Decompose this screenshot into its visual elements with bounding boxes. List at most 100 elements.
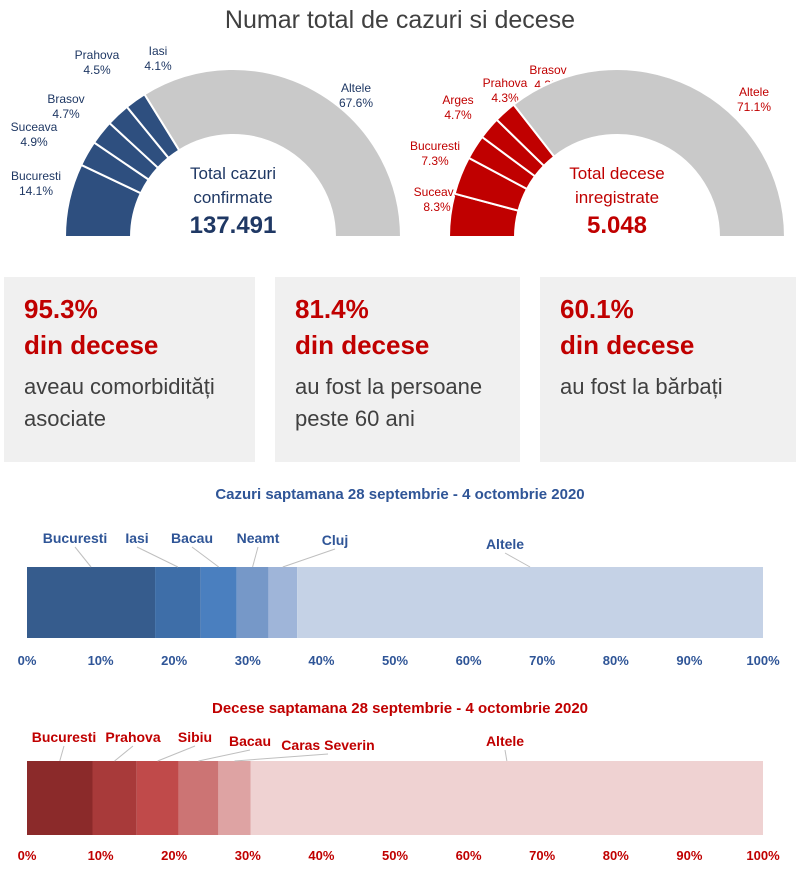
leader-line (198, 749, 251, 762)
slice-name-label: Arges (442, 93, 473, 107)
leader-line (252, 546, 259, 568)
slice-name-label: Altele (739, 85, 769, 99)
slice-value-label: 71.1% (737, 100, 771, 114)
slice-name-label: Bucuresti (410, 139, 460, 153)
slice-name-label: Prahova (483, 76, 528, 90)
segment-label-caras-severin: Caras Severin (281, 737, 374, 753)
cases-bar-title: Cazuri saptamana 28 septembrie - 4 octom… (215, 486, 585, 503)
slice-name-label: Bucuresti (11, 169, 61, 183)
tick-label: 10% (88, 653, 114, 668)
leader-line (504, 749, 508, 762)
bar-segment-bacau (200, 567, 237, 638)
stat-subtitle: din decese (24, 330, 159, 360)
tick-label: 20% (161, 848, 187, 863)
segment-label-cluj: Cluj (322, 532, 348, 548)
slice-value-label: 4.3% (491, 91, 519, 105)
segment-label-prahova: Prahova (105, 729, 160, 745)
segment-label-sibiu: Sibiu (178, 729, 212, 745)
slice-altele (143, 68, 403, 238)
leader-line (74, 546, 92, 568)
segment-label-bacau: Bacau (229, 733, 271, 749)
bar-segment-neamt (236, 567, 269, 638)
slice-value-label: 4.7% (444, 108, 472, 122)
stat-description: au fost la bărbați (560, 374, 723, 399)
tick-label: 30% (235, 848, 261, 863)
tick-label: 60% (456, 848, 482, 863)
segment-label-iasi: Iasi (125, 530, 148, 546)
stat-subtitle: din decese (560, 330, 695, 360)
tick-label: 70% (529, 848, 555, 863)
slice-name-label: Prahova (75, 48, 120, 62)
tick-label: 80% (603, 848, 629, 863)
leader-line (59, 745, 65, 762)
tick-label: 40% (308, 653, 334, 668)
tick-label: 10% (88, 848, 114, 863)
tick-label: 70% (529, 653, 555, 668)
tick-label: 0% (18, 653, 37, 668)
segment-label-neamt: Neamt (237, 530, 280, 546)
stat-percentage: 95.3% (24, 294, 98, 324)
slice-name-label: Brasov (47, 92, 84, 106)
tick-label: 100% (746, 653, 780, 668)
center-total: 5.048 (587, 212, 647, 239)
tick-label: 20% (161, 653, 187, 668)
stat-box-comorbidities: 95.3% din decese aveau comorbidități aso… (4, 277, 255, 462)
stat-subtitle: din decese (295, 330, 430, 360)
tick-label: 100% (746, 848, 780, 863)
stat-description: au fost la persoane peste 60 ani (295, 374, 483, 431)
stat-percentage: 81.4% (295, 294, 369, 324)
tick-label: 40% (308, 848, 334, 863)
center-label: confirmate (193, 188, 272, 207)
bar-segment-iasi (155, 567, 201, 638)
segment-label-bacau: Bacau (171, 530, 213, 546)
tick-label: 50% (382, 653, 408, 668)
slice-value-label: 4.9% (20, 135, 48, 149)
leader-line (504, 552, 531, 568)
slice-value-label: 14.1% (19, 184, 53, 198)
tick-label: 0% (18, 848, 37, 863)
stat-percentage: 60.1% (560, 294, 634, 324)
tick-label: 50% (382, 848, 408, 863)
slice-name-label: Iasi (149, 44, 168, 58)
page-title: Numar total de cazuri si decese (224, 6, 576, 34)
center-label: Total decese (569, 164, 664, 183)
slice-value-label: 4.7% (52, 107, 80, 121)
deaths-bar-title: Decese saptamana 28 septembrie - 4 octom… (211, 700, 589, 717)
slice-name-label: Suceava (11, 120, 58, 134)
slice-name-label: Brasov (529, 63, 566, 77)
tick-label: 90% (676, 848, 702, 863)
segment-label-bucuresti: Bucuresti (32, 729, 97, 745)
bar-segment-altele (250, 761, 763, 835)
tick-label: 60% (456, 653, 482, 668)
bar-segment-altele (297, 567, 763, 638)
slice-value-label: 8.3% (423, 200, 451, 214)
leader-line (157, 745, 196, 762)
bar-segment-bucuresti (27, 567, 156, 638)
center-label: inregistrate (575, 188, 659, 207)
tick-label: 30% (235, 653, 261, 668)
slice-value-label: 67.6% (339, 96, 373, 110)
tick-label: 90% (676, 653, 702, 668)
slice-value-label: 4.5% (83, 63, 111, 77)
center-label: Total cazuri (190, 164, 276, 183)
bar-segment-bucuresti (27, 761, 93, 835)
slice-altele (512, 68, 787, 238)
slice-name-label: Suceava (414, 185, 461, 199)
stat-description: aveau comorbidități asociate (24, 374, 215, 431)
leader-line (136, 546, 179, 568)
bar-segment-prahova (92, 761, 137, 835)
segment-label-altele: Altele (486, 536, 524, 552)
leader-line (282, 548, 336, 568)
leader-line (114, 745, 134, 762)
bar-segment-sibiu (136, 761, 179, 835)
bar-segment-bacau (178, 761, 219, 835)
tick-label: 80% (603, 653, 629, 668)
segment-label-bucuresti: Bucuresti (43, 530, 108, 546)
leader-line (234, 753, 329, 762)
bar-segment-caras-severin (218, 761, 251, 835)
slice-value-label: 7.3% (421, 154, 449, 168)
